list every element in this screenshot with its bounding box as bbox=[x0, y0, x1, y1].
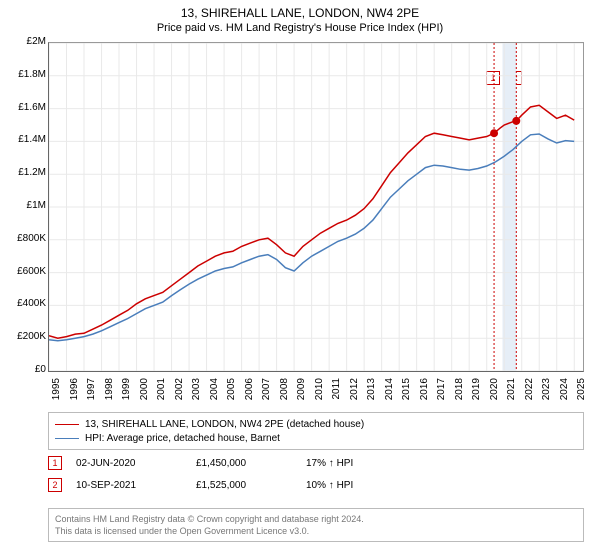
data-point-delta-2: 10% ↑ HPI bbox=[306, 480, 353, 491]
ytick-label: £1.2M bbox=[6, 167, 46, 178]
data-point-date-1: 02-JUN-2020 bbox=[76, 458, 196, 469]
ytick-label: £1.8M bbox=[6, 69, 46, 80]
xtick-label: 2002 bbox=[174, 378, 185, 408]
legend-item-hpi: HPI: Average price, detached house, Barn… bbox=[55, 431, 577, 445]
xtick-label: 2005 bbox=[226, 378, 237, 408]
footer-attribution: Contains HM Land Registry data © Crown c… bbox=[48, 508, 584, 542]
data-point-row-1: 1 02-JUN-2020 £1,450,000 17% ↑ HPI bbox=[48, 456, 584, 470]
xtick-label: 2009 bbox=[296, 378, 307, 408]
footer-line1: Contains HM Land Registry data © Crown c… bbox=[55, 513, 577, 525]
chart-svg bbox=[49, 43, 583, 371]
legend-label-hpi: HPI: Average price, detached house, Barn… bbox=[85, 433, 280, 444]
legend-item-property: 13, SHIREHALL LANE, LONDON, NW4 2PE (det… bbox=[55, 417, 577, 431]
xtick-label: 2008 bbox=[279, 378, 290, 408]
data-point-price-1: £1,450,000 bbox=[196, 458, 306, 469]
ytick-label: £800K bbox=[6, 233, 46, 244]
ytick-label: £1.4M bbox=[6, 134, 46, 145]
xtick-label: 2004 bbox=[209, 378, 220, 408]
data-point-row-2: 2 10-SEP-2021 £1,525,000 10% ↑ HPI bbox=[48, 478, 584, 492]
xtick-label: 2003 bbox=[191, 378, 202, 408]
legend-box: 13, SHIREHALL LANE, LONDON, NW4 2PE (det… bbox=[48, 412, 584, 450]
ytick-label: £1.6M bbox=[6, 102, 46, 113]
ytick-label: £2M bbox=[6, 36, 46, 47]
chart-container: 13, SHIREHALL LANE, LONDON, NW4 2PE Pric… bbox=[0, 0, 600, 560]
title-block: 13, SHIREHALL LANE, LONDON, NW4 2PE Pric… bbox=[0, 0, 600, 34]
chart-subtitle: Price paid vs. HM Land Registry's House … bbox=[0, 22, 600, 34]
xtick-label: 1995 bbox=[51, 378, 62, 408]
xtick-label: 2011 bbox=[331, 378, 342, 408]
ytick-label: £600K bbox=[6, 266, 46, 277]
ytick-label: £200K bbox=[6, 331, 46, 342]
xtick-label: 1996 bbox=[69, 378, 80, 408]
xtick-label: 2000 bbox=[139, 378, 150, 408]
xtick-label: 2010 bbox=[314, 378, 325, 408]
data-point-marker-1: 1 bbox=[48, 456, 62, 470]
xtick-label: 2019 bbox=[471, 378, 482, 408]
xtick-label: 2020 bbox=[489, 378, 500, 408]
xtick-label: 2023 bbox=[541, 378, 552, 408]
xtick-label: 2016 bbox=[419, 378, 430, 408]
sale-marker-dot bbox=[490, 129, 498, 137]
legend-label-property: 13, SHIREHALL LANE, LONDON, NW4 2PE (det… bbox=[85, 419, 364, 430]
data-point-marker-2: 2 bbox=[48, 478, 62, 492]
data-point-price-2: £1,525,000 bbox=[196, 480, 306, 491]
ytick-label: £400K bbox=[6, 298, 46, 309]
xtick-label: 2001 bbox=[156, 378, 167, 408]
xtick-label: 2025 bbox=[576, 378, 587, 408]
xtick-label: 2022 bbox=[524, 378, 535, 408]
xtick-label: 2018 bbox=[454, 378, 465, 408]
legend-swatch-hpi bbox=[55, 438, 79, 439]
ytick-label: £0 bbox=[6, 364, 46, 375]
xtick-label: 1999 bbox=[121, 378, 132, 408]
xtick-label: 2021 bbox=[506, 378, 517, 408]
legend-swatch-property bbox=[55, 424, 79, 425]
xtick-label: 2013 bbox=[366, 378, 377, 408]
xtick-label: 2014 bbox=[384, 378, 395, 408]
sale-marker-dot bbox=[512, 117, 520, 125]
xtick-label: 1997 bbox=[86, 378, 97, 408]
xtick-label: 1998 bbox=[104, 378, 115, 408]
data-point-delta-1: 17% ↑ HPI bbox=[306, 458, 353, 469]
chart-title: 13, SHIREHALL LANE, LONDON, NW4 2PE bbox=[0, 6, 600, 20]
xtick-label: 2012 bbox=[349, 378, 360, 408]
ytick-label: £1M bbox=[6, 200, 46, 211]
footer-line2: This data is licensed under the Open Gov… bbox=[55, 525, 577, 537]
data-point-date-2: 10-SEP-2021 bbox=[76, 480, 196, 491]
xtick-label: 2015 bbox=[401, 378, 412, 408]
xtick-label: 2007 bbox=[261, 378, 272, 408]
xtick-label: 2024 bbox=[559, 378, 570, 408]
chart-plot-area bbox=[48, 42, 584, 372]
xtick-label: 2017 bbox=[436, 378, 447, 408]
xtick-label: 2006 bbox=[244, 378, 255, 408]
